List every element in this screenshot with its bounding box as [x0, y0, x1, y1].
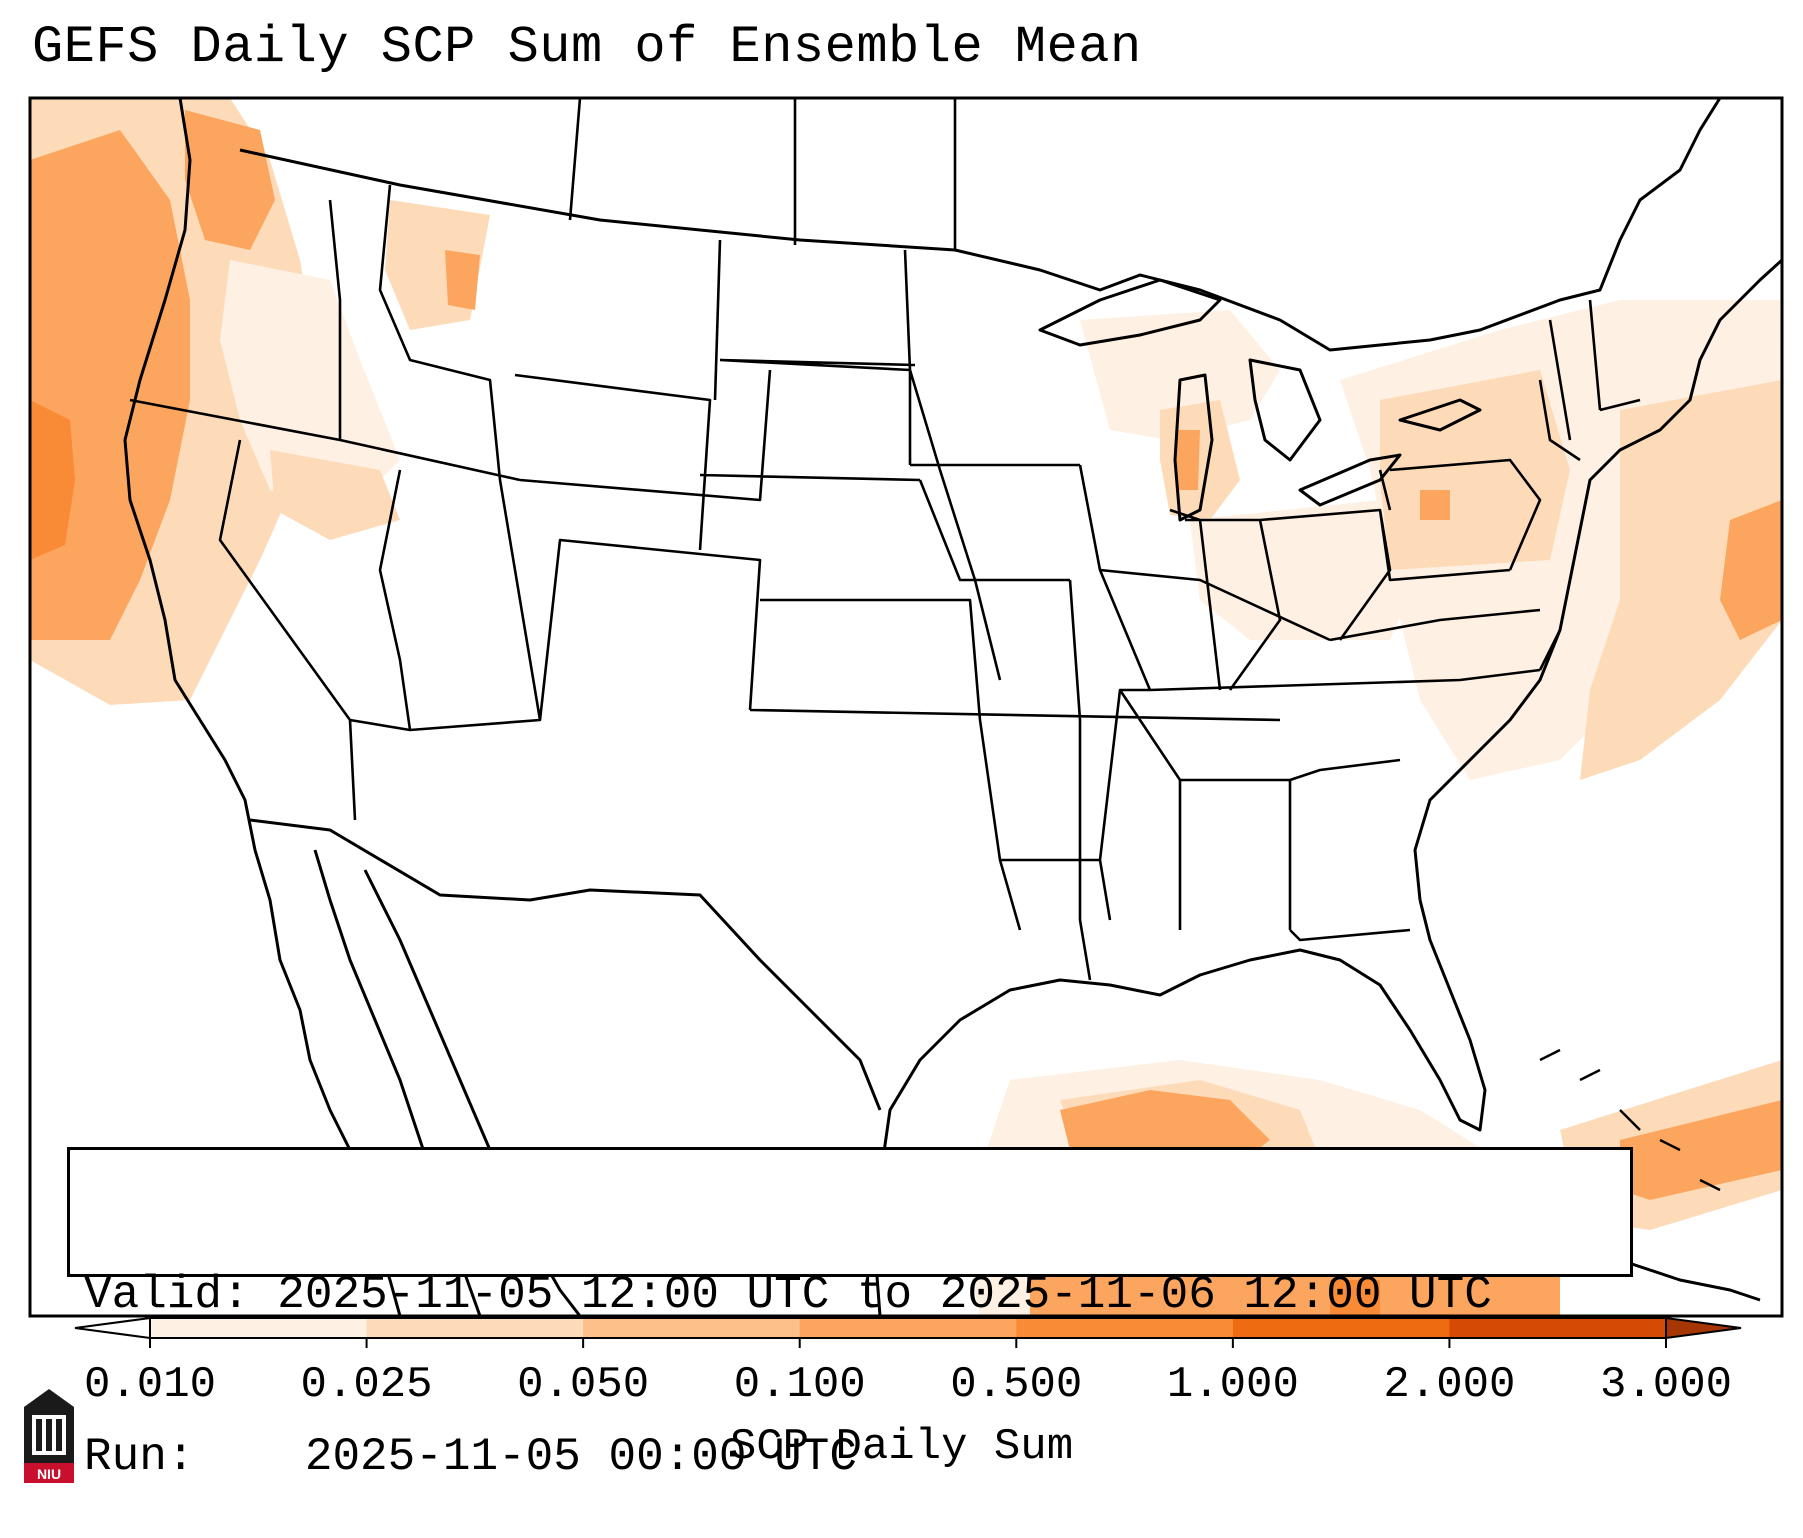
shade-cuba-core [1330, 1280, 1380, 1316]
colorbar-segment [799, 1318, 1017, 1338]
shade-idaho-core [445, 250, 480, 310]
shade-upper-michigan [1080, 310, 1280, 440]
shade-caribbean-east-core [1620, 1100, 1782, 1200]
colorbar-tick-label: 1.000 [1167, 1360, 1299, 1410]
shade-cuba-south [1030, 1270, 1560, 1316]
lake-michigan [1173, 373, 1214, 522]
coastline-west [123, 98, 402, 1316]
coastline-atlantic [1413, 258, 1782, 901]
lake-huron [1248, 358, 1322, 462]
niu-logo-text: NIU [37, 1466, 61, 1482]
page-title: GEFS Daily SCP Sum of Ensemble Mean [32, 18, 1142, 77]
niu-logo: NIU [24, 1389, 74, 1483]
valid-label: Valid: [84, 1269, 250, 1321]
shade-nevada-north [270, 450, 400, 540]
lake-ontario [1398, 398, 1482, 432]
colorbar: 0.010 0.025 0.050 0.100 0.500 1.000 2.000 3.000 [74, 1316, 1742, 1410]
info-box: Valid: 2025-11-05 12:00 UTC to 2025-11-0… [67, 1147, 1633, 1483]
lake-superior [1038, 278, 1222, 347]
colorbar-segment [583, 1318, 801, 1338]
colorbar-tick-label: 0.500 [950, 1360, 1082, 1410]
coastline-bahamas [1539, 1048, 1721, 1192]
border-canada [239, 98, 1722, 352]
colorbar-tick-label: 3.000 [1600, 1360, 1732, 1410]
coastline-gulf [873, 899, 1487, 1316]
shade-oregon-interior [220, 260, 400, 520]
colorbar-segment [150, 1318, 368, 1338]
shade-atlantic-core [1720, 500, 1782, 640]
coastline-mexico-west [363, 869, 582, 1316]
border-mexico [249, 818, 882, 1111]
shade-pennsylvania-core [1420, 490, 1450, 520]
map-frame [28, 96, 1784, 1318]
lake-erie [1298, 453, 1402, 507]
run-row: Run: 2025-11-05 00:00 UTC [84, 1430, 1616, 1484]
colorbar-segment [366, 1318, 584, 1338]
colorbar-segment [1232, 1318, 1450, 1338]
shade-atlantic-band [1580, 380, 1782, 780]
colorbar-tick-label: 2.000 [1383, 1360, 1515, 1410]
scp-shading [30, 98, 1782, 1316]
colorbar-tick-label: 0.100 [734, 1360, 866, 1410]
state-lines [129, 98, 1641, 981]
colorbar-segment [1016, 1318, 1234, 1338]
shade-pacific-core [30, 400, 75, 560]
colorbar-tick-label: 0.010 [84, 1360, 216, 1410]
colorbar-tick-label: 0.025 [301, 1360, 433, 1410]
colorbar-extend-max [1665, 1316, 1742, 1340]
shade-washington [185, 110, 275, 250]
shade-ohio-valley [1190, 500, 1420, 640]
colorbar-label: SCP Daily Sum [729, 1422, 1074, 1472]
run-label: Run: [84, 1431, 195, 1483]
colorbar-outline [149, 1317, 1667, 1339]
run-value: 2025-11-05 00:00 UTC [304, 1431, 857, 1483]
map-figure: 0.010 0.025 0.050 0.100 0.500 1.000 2.000 3.000 [28, 96, 1784, 1410]
shade-new-york-pa [1380, 370, 1570, 570]
colorbar-tick-label: 0.050 [517, 1360, 649, 1410]
shade-lake-michigan-core [1175, 430, 1200, 490]
valid-value: 2025-11-05 12:00 UTC to 2025-11-06 12:00… [277, 1269, 1492, 1321]
valid-row: Valid: 2025-11-05 12:00 UTC to 2025-11-0… [84, 1268, 1616, 1322]
map-boundaries [123, 98, 1782, 1316]
colorbar-segment [1449, 1318, 1667, 1338]
